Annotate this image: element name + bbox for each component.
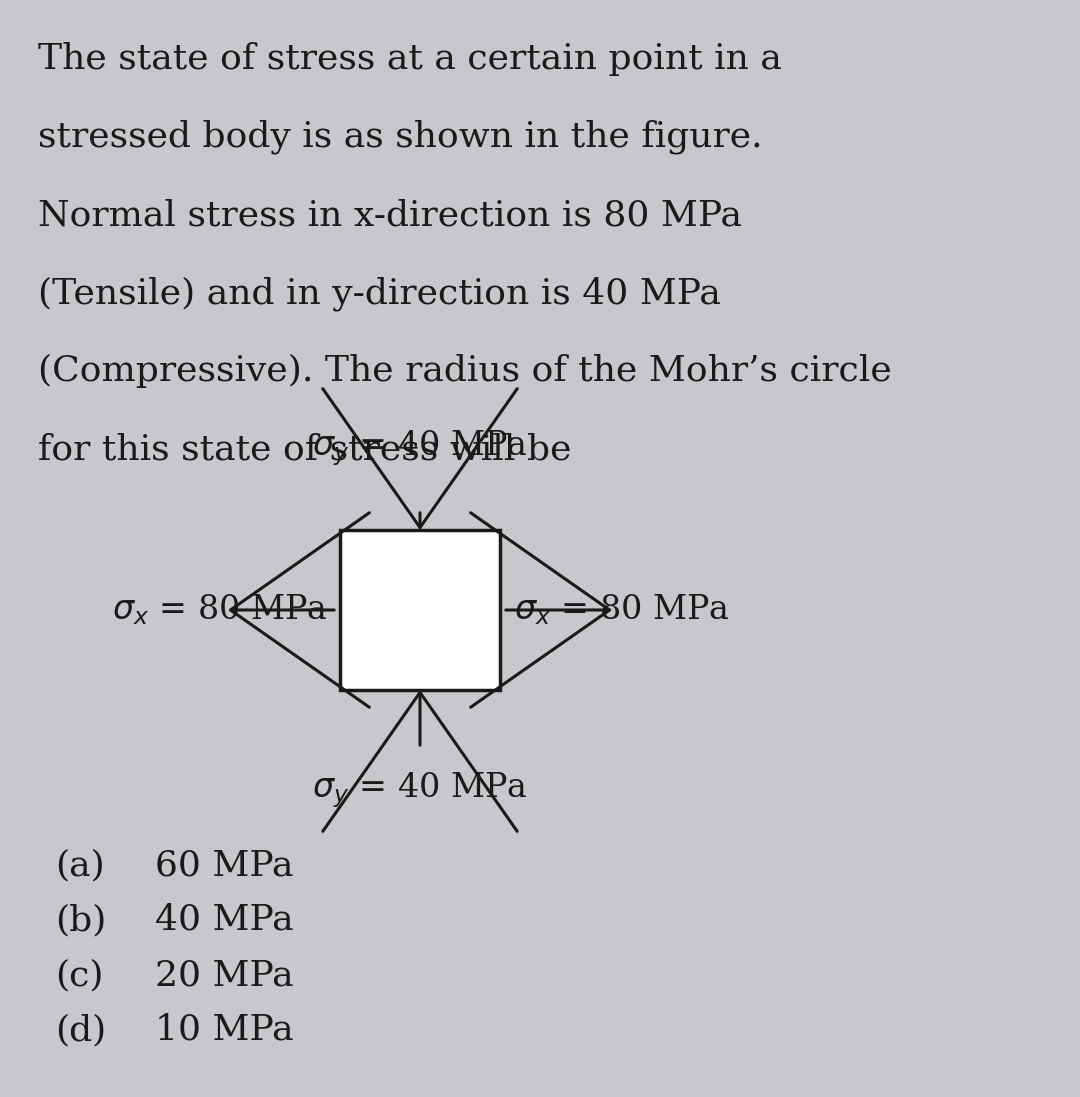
Text: (a): (a) xyxy=(55,848,105,882)
Text: $\sigma_{x}$ = 80 MPa: $\sigma_{x}$ = 80 MPa xyxy=(514,592,730,627)
Text: $\sigma_{y}$ = 40 MPa: $\sigma_{y}$ = 40 MPa xyxy=(312,428,528,468)
Bar xyxy=(340,530,500,690)
Text: (Compressive). The radius of the Mohr’s circle: (Compressive). The radius of the Mohr’s … xyxy=(38,354,892,388)
Text: Normal stress in x-direction is 80 MPa: Normal stress in x-direction is 80 MPa xyxy=(38,197,742,231)
Text: stressed body is as shown in the figure.: stressed body is as shown in the figure. xyxy=(38,120,762,155)
Text: 40 MPa: 40 MPa xyxy=(156,903,294,937)
Text: $\sigma_{y}$ = 40 MPa: $\sigma_{y}$ = 40 MPa xyxy=(312,770,528,810)
Text: 20 MPa: 20 MPa xyxy=(156,958,294,992)
Text: 60 MPa: 60 MPa xyxy=(156,848,294,882)
Text: (d): (d) xyxy=(55,1013,106,1047)
Text: (Tensile) and in y-direction is 40 MPa: (Tensile) and in y-direction is 40 MPa xyxy=(38,276,720,310)
Text: The state of stress at a certain point in a: The state of stress at a certain point i… xyxy=(38,42,782,76)
Text: $\sigma_{x}$ = 80 MPa: $\sigma_{x}$ = 80 MPa xyxy=(112,592,328,627)
Text: for this state of stress will be: for this state of stress will be xyxy=(38,432,571,466)
Text: 10 MPa: 10 MPa xyxy=(156,1013,294,1047)
Text: (b): (b) xyxy=(55,903,106,937)
Text: (c): (c) xyxy=(55,958,104,992)
